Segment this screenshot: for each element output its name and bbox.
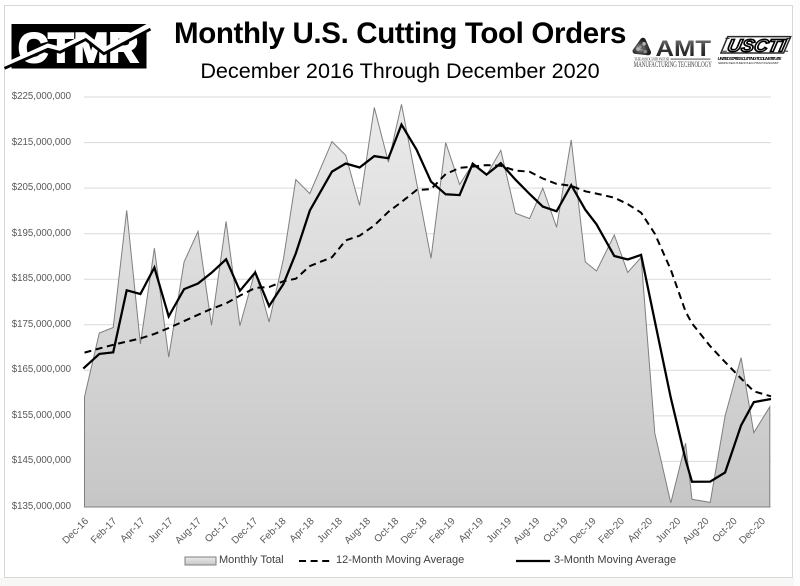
svg-text:MANUFACTURING TECHNOLOGY: MANUFACTURING TECHNOLOGY: [634, 60, 712, 69]
svg-text:Jun-19: Jun-19: [485, 516, 515, 546]
svg-text:Oct-20: Oct-20: [711, 516, 740, 545]
svg-text:CTMR: CTMR: [18, 24, 139, 71]
svg-text:SERVING THE FUTURE OF THE CUTT: SERVING THE FUTURE OF THE CUTTING TOOL I…: [718, 61, 780, 65]
svg-text:Dec-18: Dec-18: [399, 516, 430, 547]
svg-text:Oct-19: Oct-19: [542, 516, 571, 545]
svg-text:USCTI: USCTI: [726, 36, 789, 56]
svg-text:Apr-20: Apr-20: [626, 516, 655, 545]
svg-text:AMT: AMT: [656, 36, 712, 61]
svg-text:THE ASSOCIATION FOR: THE ASSOCIATION FOR: [634, 57, 669, 62]
svg-text:Aug-20: Aug-20: [681, 516, 712, 547]
svg-text:Apr-18: Apr-18: [288, 516, 317, 545]
svg-text:Feb-18: Feb-18: [258, 516, 288, 546]
svg-text:Jun-18: Jun-18: [316, 516, 346, 546]
svg-text:Apr-19: Apr-19: [457, 516, 486, 545]
svg-text:Jun-20: Jun-20: [654, 516, 684, 546]
svg-text:UNITED STATES CUTTING TOOL INS: UNITED STATES CUTTING TOOL INSTITUTE: [718, 56, 783, 61]
svg-text:Apr-17: Apr-17: [119, 516, 148, 545]
svg-text:Feb-19: Feb-19: [428, 516, 458, 546]
svg-text:Feb-17: Feb-17: [89, 516, 119, 546]
svg-text:Jun-17: Jun-17: [146, 516, 176, 546]
svg-text:Aug-19: Aug-19: [512, 516, 543, 547]
svg-text:Feb-20: Feb-20: [597, 516, 627, 546]
svg-text:Oct-18: Oct-18: [372, 516, 401, 545]
svg-text:Aug-17: Aug-17: [173, 516, 204, 547]
svg-text:Dec-16: Dec-16: [61, 516, 92, 547]
svg-text:Oct-17: Oct-17: [203, 516, 232, 545]
svg-text:Dec-20: Dec-20: [737, 516, 768, 547]
svg-text:Dec-17: Dec-17: [230, 516, 261, 547]
svg-text:Aug-18: Aug-18: [343, 516, 374, 547]
svg-text:Dec-19: Dec-19: [568, 516, 599, 547]
